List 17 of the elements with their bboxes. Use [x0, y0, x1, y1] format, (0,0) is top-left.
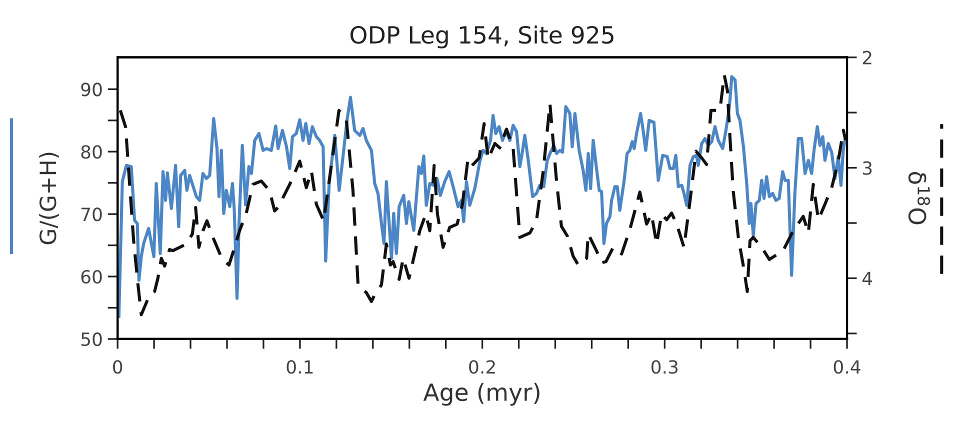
y-tick-label: 80	[81, 145, 102, 159]
x-tick-label: 0.3	[651, 360, 678, 374]
x-axis-title: Age (myr)	[423, 382, 540, 406]
y-tick-label: 50	[81, 332, 102, 346]
y2-tick-label: 2	[862, 50, 872, 64]
x-tick-label: 0.4	[834, 360, 860, 374]
y-tick-label: 60	[81, 270, 102, 284]
chart-title: ODP Leg 154, Site 925	[350, 26, 614, 48]
y-axis-title: G/(G+H)	[39, 152, 59, 244]
y-tick-label: 70	[82, 208, 102, 222]
x-tick-label: 0	[113, 360, 122, 374]
x-tick-label: 0.2	[469, 360, 495, 374]
y2-axis-title: δ$^{18}$O	[908, 172, 930, 224]
x-tick-label: 0.1	[286, 360, 313, 374]
y2-tick-label: 3	[862, 161, 872, 175]
y2-tick-label: 4	[862, 272, 872, 286]
y-tick-label: 90	[81, 82, 102, 96]
